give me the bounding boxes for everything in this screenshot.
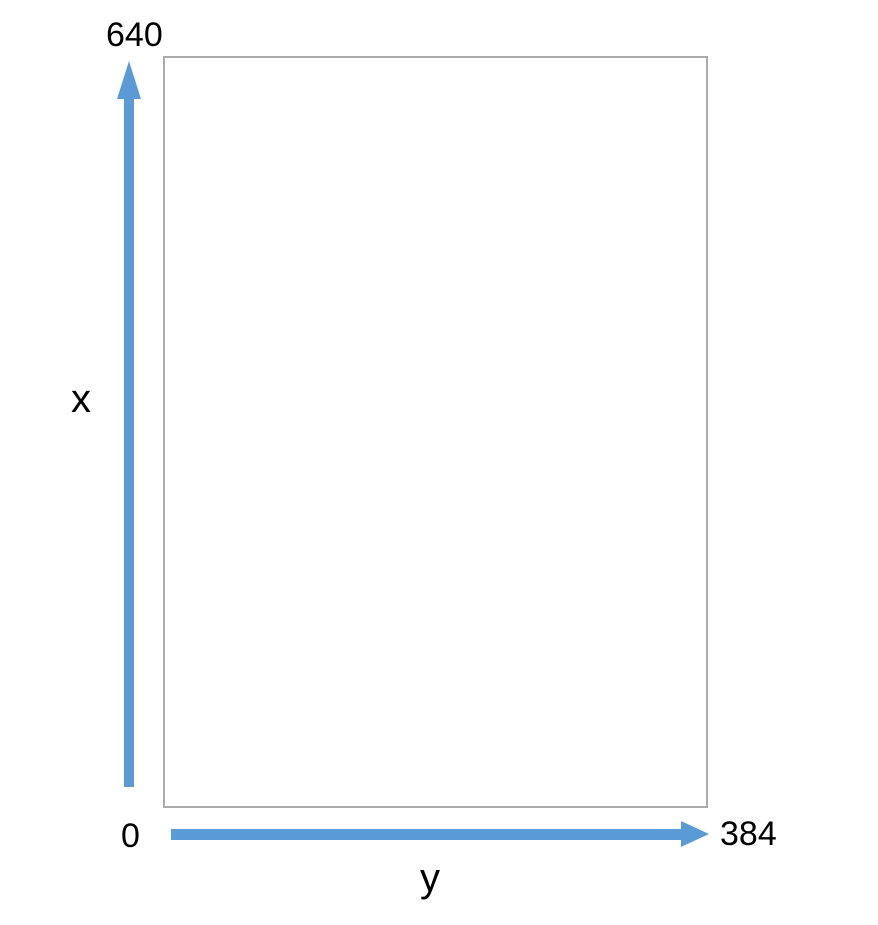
y-axis-label: y [420,856,440,900]
x-axis-max-label: 640 [106,16,163,54]
x-axis-arrowhead [117,61,141,99]
origin-label: 0 [121,817,140,855]
content-frame [163,56,708,808]
x-axis-shaft [124,93,134,787]
y-axis-arrow-icon [171,821,709,847]
x-axis-label: x [71,377,91,421]
y-axis-shaft [171,829,683,840]
y-axis-arrowhead [681,821,709,847]
y-axis-max-label: 384 [720,815,777,853]
x-axis-arrow-icon [117,61,141,787]
